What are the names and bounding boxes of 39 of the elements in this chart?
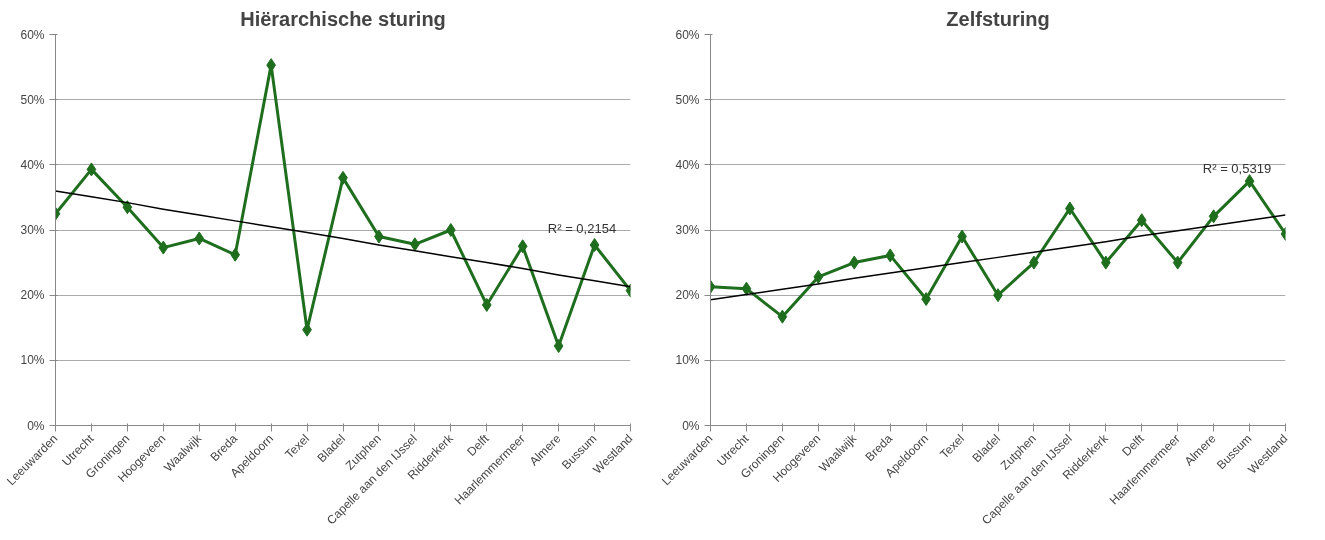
point: [1208, 209, 1219, 224]
point: [230, 247, 241, 262]
y-tick-label: 0%: [27, 418, 45, 433]
y-tick-label: 40%: [20, 157, 45, 172]
point: [589, 237, 600, 252]
point: [885, 248, 896, 263]
point: [553, 339, 564, 353]
y-tick-label: 10%: [675, 353, 700, 368]
y-tick-label: 10%: [20, 353, 45, 368]
y-tick-label: 20%: [675, 288, 700, 303]
point: [517, 239, 528, 254]
point: [741, 281, 752, 296]
y-tick-label: 60%: [675, 27, 700, 42]
point: [1244, 174, 1255, 189]
y-tick-label: 0%: [682, 418, 700, 433]
point: [849, 255, 860, 270]
line-series: [710, 214, 1286, 301]
y-tick-label: 50%: [675, 92, 700, 107]
point: [777, 309, 788, 324]
y-tick-label: 50%: [20, 92, 45, 107]
point: [158, 240, 169, 255]
y-tick-label: 60%: [20, 27, 45, 42]
point: [1172, 255, 1183, 270]
point: [481, 297, 492, 312]
y-tick-label: 30%: [675, 223, 700, 237]
annotation: R² = 0,2154: [547, 220, 617, 236]
point: [86, 162, 97, 177]
y-tick-label: 20%: [20, 288, 45, 303]
annotation: R² = 0,5319: [1202, 160, 1272, 176]
point: [194, 231, 205, 246]
point: [122, 200, 133, 215]
point: [1136, 213, 1147, 228]
point: [445, 223, 456, 237]
y-tick-label: 30%: [20, 223, 45, 237]
point: [1100, 255, 1111, 270]
point: [813, 269, 824, 284]
chart-title: Hiërarchische sturing: [240, 7, 446, 30]
chart-title: Zelfsturing: [946, 7, 1050, 30]
y-tick-label: 40%: [675, 157, 700, 172]
